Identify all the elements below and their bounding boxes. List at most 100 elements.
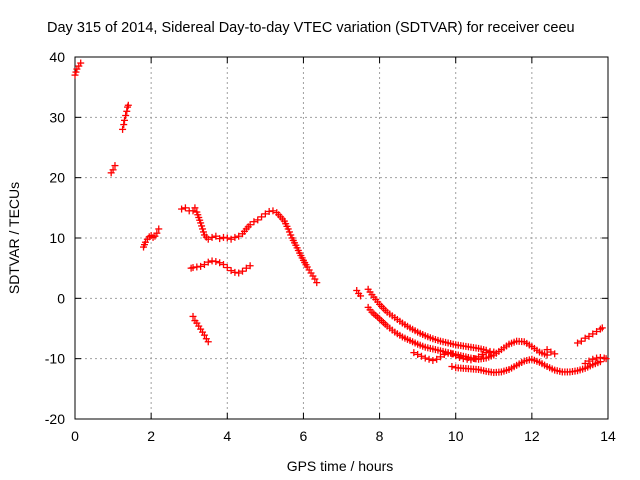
data-point bbox=[191, 204, 199, 212]
data-point bbox=[448, 363, 456, 371]
data-point bbox=[200, 331, 208, 339]
data-point bbox=[212, 232, 220, 240]
data-point bbox=[120, 116, 128, 124]
x-tick-label: 14 bbox=[600, 428, 616, 444]
chart-title: Day 315 of 2014, Sidereal Day-to-day VTE… bbox=[47, 20, 575, 36]
data-point bbox=[417, 352, 425, 360]
data-point bbox=[72, 68, 80, 76]
data-point bbox=[198, 222, 206, 230]
data-point bbox=[313, 279, 321, 287]
y-tick-label: 20 bbox=[49, 170, 65, 186]
data-point bbox=[223, 264, 231, 272]
data-point bbox=[219, 261, 227, 269]
data-point bbox=[258, 213, 266, 221]
data-point bbox=[231, 233, 239, 241]
data-series-arc-9 bbox=[364, 285, 494, 355]
data-point bbox=[197, 262, 205, 270]
data-point bbox=[433, 355, 441, 363]
data-point bbox=[543, 346, 551, 354]
data-point bbox=[448, 350, 456, 358]
data-point bbox=[425, 355, 433, 363]
data-point bbox=[311, 275, 319, 283]
data-point bbox=[204, 258, 212, 266]
data-point bbox=[429, 356, 437, 364]
data-point bbox=[581, 359, 589, 367]
data-point bbox=[602, 355, 610, 363]
data-series-arc-6 bbox=[187, 257, 254, 277]
data-series-arc-12 bbox=[448, 355, 604, 377]
data-point bbox=[199, 228, 207, 236]
x-tick-label: 2 bbox=[147, 428, 155, 444]
data-point bbox=[589, 330, 597, 338]
data-point bbox=[109, 166, 117, 174]
data-point bbox=[440, 350, 448, 358]
y-tick-label: -10 bbox=[45, 351, 65, 367]
data-point bbox=[223, 234, 231, 242]
data-point bbox=[155, 225, 163, 233]
data-point bbox=[467, 356, 475, 364]
data-series-arc-2 bbox=[107, 162, 119, 177]
x-tick-label: 12 bbox=[524, 428, 540, 444]
data-point bbox=[585, 357, 593, 365]
data-series-arc-14 bbox=[574, 324, 606, 347]
data-series-arc-7 bbox=[189, 312, 212, 346]
data-point bbox=[208, 233, 216, 241]
data-point bbox=[235, 232, 243, 240]
y-tick-label: 0 bbox=[57, 290, 65, 306]
data-point bbox=[216, 235, 224, 243]
data-point bbox=[593, 328, 601, 336]
data-point bbox=[124, 101, 132, 109]
data-point bbox=[212, 258, 220, 266]
y-tick-label: 40 bbox=[49, 49, 65, 65]
data-point bbox=[269, 207, 277, 215]
data-series-arc-3 bbox=[119, 101, 132, 133]
data-point bbox=[235, 269, 243, 277]
data-point bbox=[547, 348, 555, 356]
data-series-arc-11 bbox=[410, 348, 498, 364]
data-point bbox=[475, 353, 483, 361]
data-point bbox=[227, 267, 235, 275]
data-point bbox=[410, 349, 418, 357]
y-tick-label: 30 bbox=[49, 109, 65, 125]
data-marks bbox=[71, 59, 610, 377]
data-point bbox=[581, 334, 589, 342]
data-point bbox=[239, 267, 247, 275]
data-point bbox=[178, 205, 186, 213]
data-point bbox=[204, 338, 212, 346]
data-point bbox=[111, 162, 119, 170]
plot-frame bbox=[74, 56, 609, 420]
data-point bbox=[246, 262, 254, 270]
data-point bbox=[471, 355, 479, 363]
data-point bbox=[204, 235, 212, 243]
data-point bbox=[181, 204, 189, 212]
data-point bbox=[574, 339, 582, 347]
data-series-arc-15 bbox=[581, 353, 610, 367]
data-point bbox=[77, 59, 85, 67]
grid-lines bbox=[75, 57, 608, 419]
data-point bbox=[414, 350, 422, 358]
data-point bbox=[254, 216, 262, 224]
y-tick-label: -20 bbox=[45, 411, 65, 427]
tick-labels: 0 2 4 6 8 10 12 14 -20 -10 0 10 20 30 40 bbox=[45, 49, 616, 444]
data-point bbox=[551, 350, 559, 358]
data-point bbox=[585, 332, 593, 340]
data-point bbox=[287, 231, 295, 239]
y-tick-label: 10 bbox=[49, 230, 65, 246]
data-point bbox=[200, 261, 208, 269]
data-point bbox=[197, 219, 205, 227]
data-point bbox=[120, 121, 128, 129]
x-tick-label: 10 bbox=[448, 428, 464, 444]
x-axis-label: GPS time / hours bbox=[287, 458, 394, 474]
data-point bbox=[119, 125, 127, 133]
data-point bbox=[199, 225, 207, 233]
data-point bbox=[452, 352, 460, 360]
data-point bbox=[189, 312, 197, 320]
data-point bbox=[589, 355, 597, 363]
data-point bbox=[261, 210, 269, 218]
data-point bbox=[122, 112, 130, 120]
data-point bbox=[285, 228, 293, 236]
data-point bbox=[284, 225, 292, 233]
data-point bbox=[250, 218, 258, 226]
x-tick-label: 8 bbox=[376, 428, 384, 444]
data-series-arc-13 bbox=[543, 346, 559, 358]
